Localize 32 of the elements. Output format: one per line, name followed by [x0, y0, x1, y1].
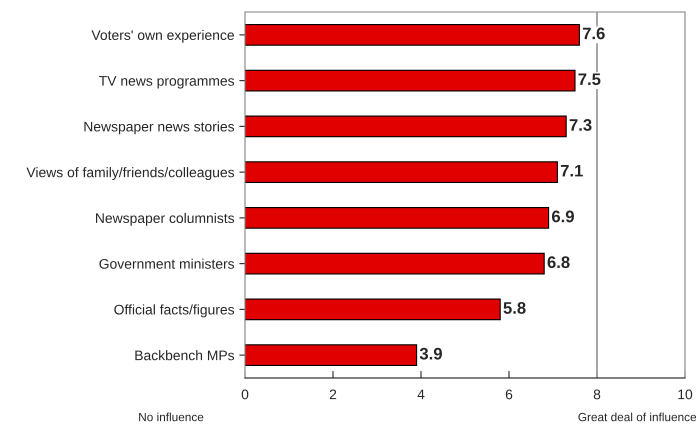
data-label: 5.8 — [503, 302, 526, 314]
data-label: 7.5 — [578, 73, 600, 86]
y-tick-label: Backbench MPs — [135, 350, 234, 360]
y-tick-label: Newspaper news stories — [84, 121, 234, 134]
x-tick-label: 4 — [417, 390, 424, 400]
bar — [245, 161, 558, 183]
bar — [245, 70, 576, 92]
bar — [245, 298, 501, 320]
y-tick-label: Official facts/figures — [114, 304, 234, 318]
data-label: 7.3 — [570, 119, 592, 131]
y-tick-label: TV news programmes — [99, 76, 234, 89]
bar — [245, 116, 567, 138]
bar — [245, 252, 545, 274]
y-tick-label: Newspaper columnists — [96, 212, 234, 226]
text: No influence — [139, 412, 204, 422]
data-label: 6.9 — [552, 210, 574, 222]
bar — [245, 24, 580, 46]
data-label: 7.6 — [582, 28, 605, 40]
bar — [245, 344, 418, 366]
x-tick-label: 10 — [678, 389, 692, 400]
data-label: 7.1 — [560, 164, 583, 176]
x-tick-label: 0 — [242, 389, 248, 400]
y-tick-label: Government ministers — [99, 258, 234, 269]
text: Great deal of influence — [578, 412, 696, 422]
x-tick-label: 6 — [506, 389, 512, 400]
bar — [245, 207, 550, 229]
y-tick-label: Voters' own experience — [91, 30, 234, 43]
data-label: 3.9 — [420, 348, 442, 360]
y-tick-label: Views of family/friends/colleagues — [26, 167, 234, 180]
x-tick-label: 8 — [594, 389, 600, 400]
x-tick-label: 2 — [330, 389, 336, 400]
data-label: 6.8 — [548, 256, 570, 268]
